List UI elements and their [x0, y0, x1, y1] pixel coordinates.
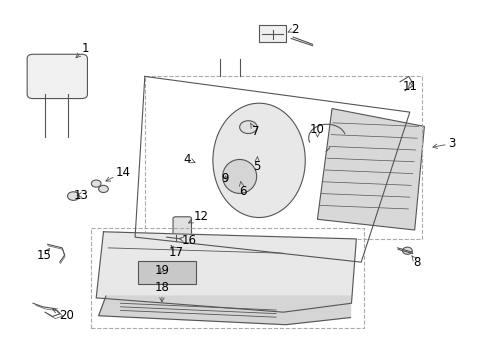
FancyBboxPatch shape [27, 54, 87, 99]
Text: 7: 7 [250, 123, 259, 138]
Text: 10: 10 [309, 123, 325, 137]
Circle shape [402, 247, 411, 254]
Text: 6: 6 [238, 181, 245, 198]
FancyBboxPatch shape [173, 217, 191, 235]
Text: 19: 19 [154, 264, 169, 276]
Polygon shape [317, 109, 424, 230]
Text: 18: 18 [154, 282, 169, 302]
Text: 3: 3 [432, 137, 454, 150]
Text: 16: 16 [178, 234, 196, 247]
Circle shape [99, 185, 108, 193]
Bar [144, 76, 421, 239]
Bar [259, 25, 285, 42]
Circle shape [67, 192, 79, 201]
Text: 14: 14 [105, 166, 130, 181]
Text: 17: 17 [169, 246, 184, 258]
Text: 1: 1 [76, 42, 89, 58]
Bar [91, 228, 363, 328]
Text: 8: 8 [411, 256, 420, 269]
Ellipse shape [222, 159, 256, 193]
Text: 13: 13 [73, 189, 88, 202]
Polygon shape [99, 296, 350, 325]
Text: 15: 15 [36, 249, 51, 262]
Text: 5: 5 [253, 157, 260, 173]
Circle shape [239, 121, 257, 134]
Text: 11: 11 [402, 80, 417, 93]
Polygon shape [96, 232, 356, 312]
Text: 4: 4 [183, 153, 195, 166]
Text: 9: 9 [221, 172, 228, 185]
Text: 20: 20 [52, 309, 74, 321]
Bar [137, 261, 196, 284]
Circle shape [91, 180, 101, 187]
Text: 12: 12 [188, 210, 208, 223]
Ellipse shape [212, 103, 305, 217]
Text: 2: 2 [287, 23, 298, 36]
